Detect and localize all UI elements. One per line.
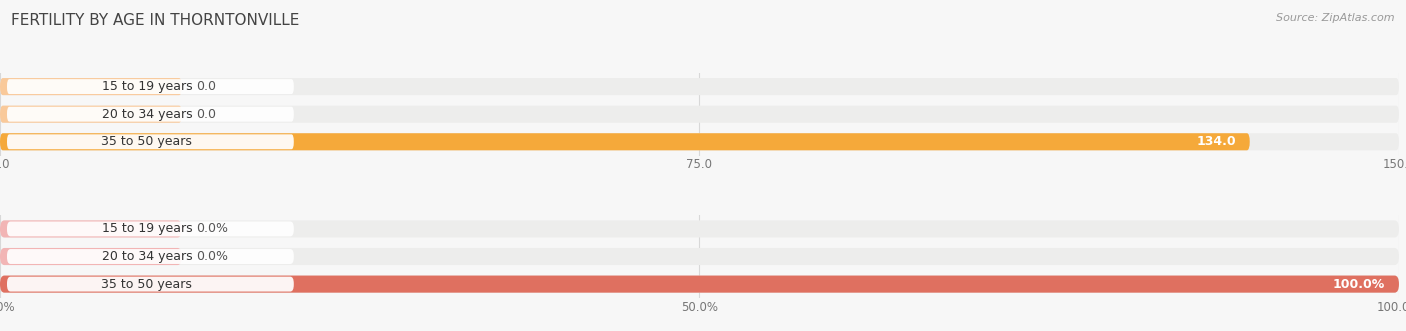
Text: 15 to 19 years: 15 to 19 years: [101, 80, 193, 93]
FancyBboxPatch shape: [0, 133, 1399, 150]
Text: Source: ZipAtlas.com: Source: ZipAtlas.com: [1277, 13, 1395, 23]
FancyBboxPatch shape: [0, 220, 181, 238]
Text: 0.0: 0.0: [195, 80, 217, 93]
Text: 100.0%: 100.0%: [1333, 278, 1385, 291]
Text: 20 to 34 years: 20 to 34 years: [101, 108, 193, 121]
FancyBboxPatch shape: [7, 221, 294, 236]
FancyBboxPatch shape: [0, 133, 1250, 150]
Text: 20 to 34 years: 20 to 34 years: [101, 250, 193, 263]
FancyBboxPatch shape: [0, 78, 181, 95]
Text: 35 to 50 years: 35 to 50 years: [101, 278, 193, 291]
FancyBboxPatch shape: [7, 107, 294, 122]
FancyBboxPatch shape: [0, 276, 1399, 293]
FancyBboxPatch shape: [0, 106, 1399, 123]
Text: 35 to 50 years: 35 to 50 years: [101, 135, 193, 148]
Text: FERTILITY BY AGE IN THORNTONVILLE: FERTILITY BY AGE IN THORNTONVILLE: [11, 13, 299, 28]
Text: 15 to 19 years: 15 to 19 years: [101, 222, 193, 235]
FancyBboxPatch shape: [0, 78, 1399, 95]
FancyBboxPatch shape: [0, 276, 1399, 293]
FancyBboxPatch shape: [7, 249, 294, 264]
FancyBboxPatch shape: [0, 248, 1399, 265]
Text: 0.0%: 0.0%: [195, 222, 228, 235]
FancyBboxPatch shape: [0, 220, 1399, 238]
FancyBboxPatch shape: [7, 134, 294, 149]
FancyBboxPatch shape: [0, 106, 181, 123]
Text: 134.0: 134.0: [1197, 135, 1236, 148]
Text: 0.0: 0.0: [195, 108, 217, 121]
FancyBboxPatch shape: [7, 79, 294, 94]
Text: 0.0%: 0.0%: [195, 250, 228, 263]
FancyBboxPatch shape: [0, 248, 181, 265]
FancyBboxPatch shape: [7, 277, 294, 292]
